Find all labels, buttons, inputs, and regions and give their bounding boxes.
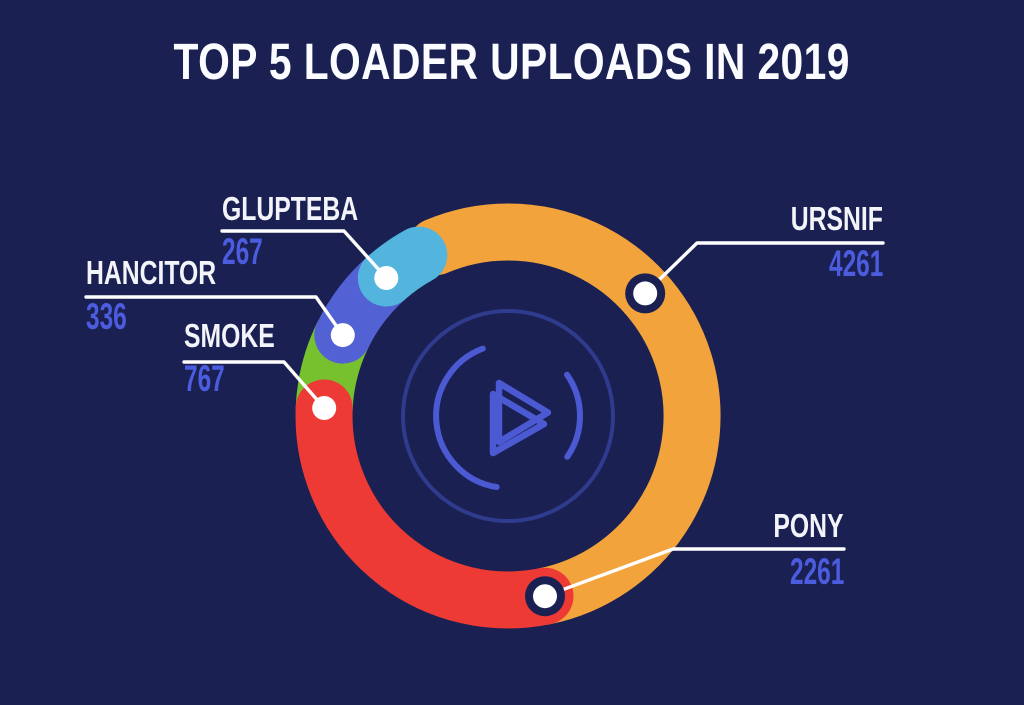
- value-pony: 2261: [789, 551, 844, 592]
- label-pony: PONY: [773, 507, 844, 544]
- callout-dot-hancitor: [330, 323, 355, 348]
- label-hancitor: HANCITOR: [86, 254, 217, 291]
- value-smoke: 767: [184, 358, 225, 399]
- chart-title: TOP 5 LOADER UPLOADS IN 2019: [173, 33, 851, 90]
- logo-arc-left-icon: [433, 345, 500, 491]
- callout-line-ursnif: [643, 241, 885, 296]
- segment-ursnif: [407, 203, 721, 625]
- callout-line-glupteba: [220, 229, 388, 280]
- callout-lines-and-dots: [84, 229, 885, 617]
- label-glupteba: GLUPTEBA: [222, 190, 359, 227]
- play-logo: [401, 309, 615, 523]
- play-triangle-front-icon: [489, 390, 548, 457]
- callout-line-pony: [543, 547, 846, 598]
- callout-dot-ursnif: [633, 281, 658, 306]
- play-triangle-back-icon: [495, 379, 552, 446]
- value-glupteba: 267: [222, 231, 263, 272]
- callout-dot-pony: [533, 584, 557, 609]
- value-ursnif: 4261: [828, 243, 883, 284]
- segment-pony: [295, 379, 574, 629]
- label-smoke: SMOKE: [184, 317, 275, 354]
- logo-outer-ring-icon: [401, 309, 615, 523]
- callout-dot-smoke: [312, 396, 337, 420]
- value-hancitor: 336: [86, 296, 127, 337]
- label-ursnif: URSNIF: [790, 200, 883, 237]
- callout-line-smoke: [182, 360, 326, 410]
- logo-arc-right-icon: [564, 371, 583, 460]
- callout-line-hancitor: [84, 295, 345, 337]
- callout-dot-glupteba: [374, 266, 399, 290]
